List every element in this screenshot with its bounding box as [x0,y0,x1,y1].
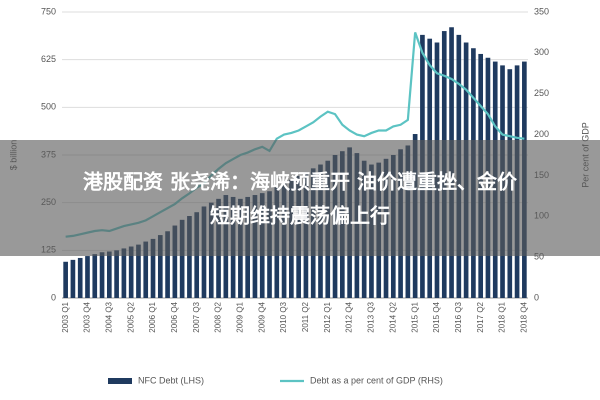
x-tick-label: 2018 Q1 [498,301,507,332]
y2-tick-label: 350 [534,6,549,16]
x-tick-label: 2004 Q3 [104,301,113,332]
y-tick-label: 0 [51,292,56,302]
x-tick-label: 2012 Q4 [345,301,354,332]
banner [0,140,600,256]
x-tick-label: 2010 Q3 [279,301,288,332]
bar [85,256,90,298]
banner-text: 港股配资 张尧浠：海峡预重开 油价遭重挫、金价 [83,170,518,194]
bar [150,238,156,298]
bar [99,252,105,298]
bar [70,259,76,298]
x-tick-label: 2009 Q4 [257,301,266,332]
bar [77,257,83,298]
y2-tick-label: 0 [534,292,539,302]
bar [157,235,163,298]
x-tick-label: 2015 Q1 [410,301,419,332]
legend-label: Debt as a per cent of GDP (RHS) [310,375,443,385]
bar [106,251,112,298]
x-tick-label: 2012 Q1 [323,301,332,332]
bar [143,241,149,298]
x-tick-label: 2017 Q2 [476,301,485,332]
bar [136,244,141,298]
bar [63,261,68,298]
bar [179,219,185,298]
y-tick-label: 500 [41,102,56,112]
bar [114,250,119,298]
banner-text: 短期维持震荡偏上行 [210,204,390,228]
x-tick-label: 2009 Q1 [236,301,245,332]
legend-label: NFC Debt (LHS) [138,375,204,385]
y2-tick-label: 50 [534,252,544,262]
y2-tick-label: 200 [534,129,549,139]
x-tick-label: 2016 Q3 [454,301,463,332]
y-tick-label: 750 [41,6,56,16]
y2-tick-label: 250 [534,88,549,98]
x-tick-label: 2011 Q2 [301,301,310,332]
bar [165,231,170,298]
x-tick-label: 2013 Q3 [367,301,376,332]
legend-swatch [108,378,132,384]
x-tick-label: 2008 Q2 [214,301,223,332]
bar [121,248,127,298]
x-tick-label: 2003 Q1 [61,301,70,332]
x-tick-label: 2015 Q4 [432,301,441,332]
x-tick-label: 2007 Q3 [192,301,201,332]
y2-tick-label: 300 [534,47,549,57]
bar [172,225,178,298]
x-tick-label: 2006 Q4 [170,301,179,332]
bar [187,216,192,298]
x-tick-label: 2005 Q2 [126,301,135,332]
x-tick-label: 2018 Q4 [519,301,528,332]
x-tick-label: 2003 Q4 [83,301,92,332]
bar [128,246,134,298]
x-tick-label: 2006 Q1 [148,301,157,332]
bar [92,254,98,298]
y-tick-label: 625 [41,54,56,64]
x-tick-label: 2014 Q2 [388,301,397,332]
